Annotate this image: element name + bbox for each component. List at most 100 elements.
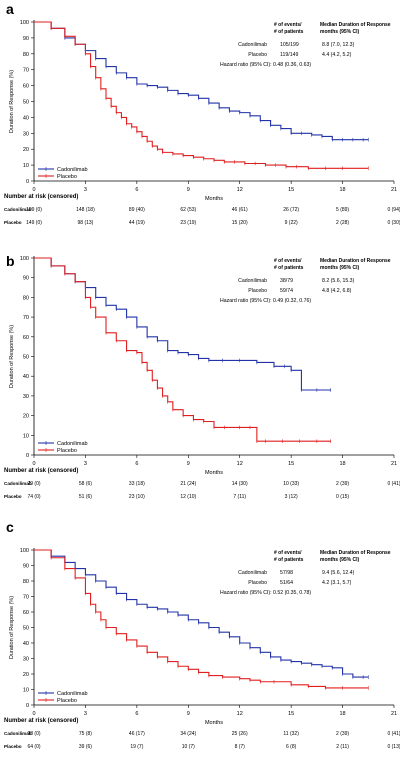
- y-tick-label: 100: [20, 20, 29, 26]
- stats-header-median: months (95% CI): [320, 29, 360, 35]
- legend-label: Placebo: [57, 174, 77, 180]
- y-tick-label: 60: [23, 610, 29, 616]
- y-tick-label: 80: [23, 579, 29, 585]
- y-tick-label: 30: [23, 657, 29, 663]
- x-tick-label: 15: [288, 187, 294, 193]
- y-tick-label: 30: [23, 394, 29, 400]
- x-tick-label: 0: [32, 711, 35, 717]
- hazard-ratio: Hazard ratio (95% CI): 0.48 (0.36, 0.63): [220, 62, 311, 68]
- km-panel-c: c 0 10 20 30 40 50 60 70 80 90 100 0 3 6 9 12 15 18 21 Durat…: [4, 519, 400, 750]
- risk-table-title: Number at risk (censored): [4, 194, 78, 200]
- stats-row-name: Placebo: [248, 288, 267, 294]
- panel-label: c: [6, 519, 14, 535]
- y-axis-label: Duration of Response (%): [9, 70, 15, 133]
- risk-value: 2 (39): [336, 481, 349, 487]
- risk-value: 98 (0): [27, 731, 40, 737]
- y-tick-label: 0: [26, 179, 29, 185]
- x-tick-label: 12: [237, 711, 243, 717]
- y-tick-label: 50: [23, 355, 29, 361]
- x-tick-label: 21: [391, 187, 397, 193]
- hazard-ratio: Hazard ratio (95% CI): 0.49 (0.32, 0.76): [220, 298, 311, 304]
- stats-row-events: 57/98: [280, 570, 293, 576]
- x-tick-label: 3: [84, 187, 87, 193]
- risk-value: 74 (0): [27, 494, 40, 500]
- y-tick-label: 50: [23, 626, 29, 632]
- risk-value: 44 (19): [129, 220, 145, 226]
- x-tick-label: 9: [187, 187, 190, 193]
- risk-value: 34 (24): [180, 731, 196, 737]
- km-curve-placebo: [34, 549, 369, 689]
- legend-label: Cadonilimab: [57, 691, 88, 697]
- risk-value: 10 (33): [283, 481, 299, 487]
- risk-row-name: Placebo: [4, 744, 22, 749]
- km-curve-placebo: [34, 21, 369, 169]
- y-tick-label: 30: [23, 131, 29, 137]
- panel-label: b: [6, 253, 15, 269]
- y-tick-label: 100: [20, 256, 29, 262]
- panel-label: a: [6, 1, 14, 17]
- risk-value: 3 (12): [285, 494, 298, 500]
- km-curve-cadonilimab: [34, 21, 369, 141]
- stats-header-median: months (95% CI): [320, 557, 360, 563]
- stats-row-events: 38/79: [280, 278, 293, 284]
- stats-header-events: # of patients: [274, 265, 304, 271]
- y-tick-label: 60: [23, 335, 29, 341]
- y-tick-label: 70: [23, 68, 29, 74]
- risk-value: 33 (18): [129, 481, 145, 487]
- y-tick-label: 40: [23, 374, 29, 380]
- x-tick-label: 18: [340, 187, 346, 193]
- stats-header-median: Median Duration of Response: [320, 258, 391, 264]
- y-tick-label: 90: [23, 276, 29, 282]
- hazard-ratio: Hazard ratio (95% CI): 0.52 (0.35, 0.78): [220, 590, 311, 596]
- y-tick-label: 20: [23, 672, 29, 678]
- stats-row-events: 105/199: [280, 42, 299, 48]
- risk-value: 46 (61): [232, 207, 248, 213]
- risk-value: 2 (28): [336, 220, 349, 226]
- x-tick-label: 21: [391, 711, 397, 717]
- km-curve-placebo: [34, 257, 331, 442]
- x-tick-label: 9: [187, 461, 190, 467]
- risk-table-title: Number at risk (censored): [4, 468, 78, 474]
- risk-row-name: Placebo: [4, 494, 22, 499]
- risk-value: 58 (6): [79, 481, 92, 487]
- risk-value: 14 (30): [232, 481, 248, 487]
- risk-value: 8 (7): [235, 744, 246, 750]
- y-tick-label: 10: [23, 433, 29, 439]
- stats-row-name: Placebo: [248, 580, 267, 586]
- risk-value: 25 (26): [232, 731, 248, 737]
- risk-value: 148 (18): [76, 207, 95, 213]
- x-tick-label: 6: [135, 711, 138, 717]
- risk-value: 11 (32): [283, 731, 299, 737]
- risk-value: 9 (22): [285, 220, 298, 226]
- y-tick-label: 20: [23, 147, 29, 153]
- risk-value: 0 (41): [387, 481, 400, 487]
- stats-row-name: Cadonilimab: [238, 570, 267, 576]
- legend-label: Cadonilimab: [57, 441, 88, 447]
- y-tick-label: 0: [26, 703, 29, 709]
- risk-value: 19 (7): [130, 744, 143, 750]
- km-curve-cadonilimab: [34, 549, 369, 678]
- risk-value: 0 (15): [336, 494, 349, 500]
- risk-value: 75 (8): [79, 731, 92, 737]
- stats-header-median: months (95% CI): [320, 265, 360, 271]
- stats-row-events: 59/74: [280, 288, 293, 294]
- risk-value: 26 (72): [283, 207, 299, 213]
- stats-header-events: # of patients: [274, 557, 304, 563]
- stats-row-median: 4.8 (4.2, 6.8): [322, 288, 352, 294]
- risk-row-name: Cadonilimab: [4, 481, 32, 486]
- risk-value: 62 (53): [180, 207, 196, 213]
- risk-value: 6 (8): [286, 744, 297, 750]
- legend-label: Cadonilimab: [57, 167, 88, 173]
- y-tick-label: 0: [26, 453, 29, 459]
- risk-value: 199 (0): [26, 207, 42, 213]
- y-tick-label: 60: [23, 84, 29, 90]
- x-tick-label: 9: [187, 711, 190, 717]
- risk-value: 23 (10): [129, 494, 145, 500]
- x-tick-label: 3: [84, 461, 87, 467]
- stats-row-name: Cadonilimab: [238, 42, 267, 48]
- risk-value: 79 (0): [27, 481, 40, 487]
- x-tick-label: 18: [340, 711, 346, 717]
- risk-value: 23 (19): [180, 220, 196, 226]
- risk-value: 7 (11): [233, 494, 246, 500]
- y-tick-label: 20: [23, 414, 29, 420]
